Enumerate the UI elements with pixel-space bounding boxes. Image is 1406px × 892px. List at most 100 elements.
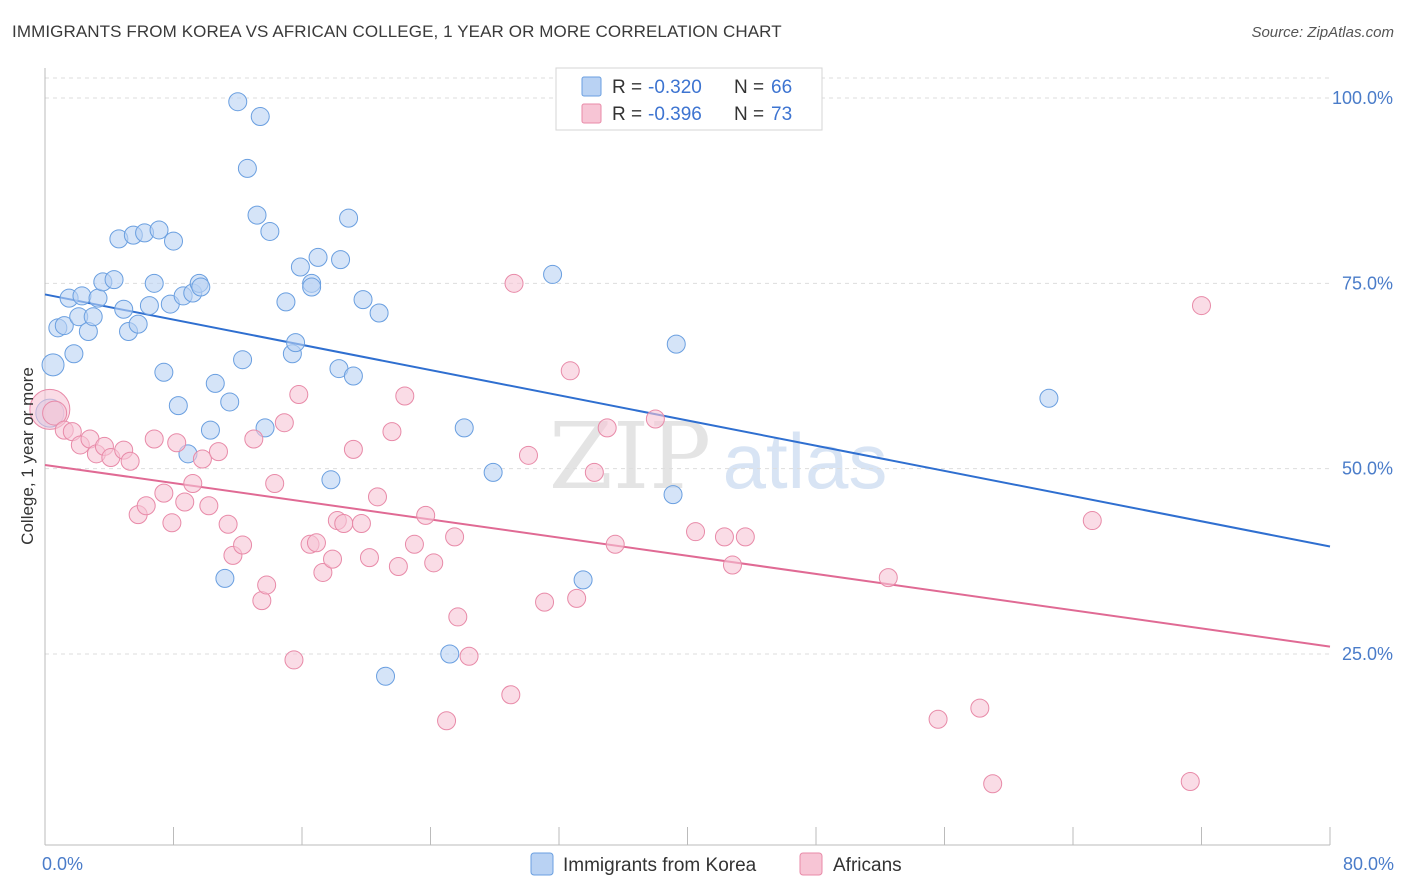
korea-point — [220, 392, 240, 412]
legend-r-label-africans: R = — [612, 104, 642, 125]
korea-point — [376, 666, 396, 686]
africans-point — [154, 483, 174, 503]
africans-point — [459, 646, 479, 666]
korea-point — [215, 568, 235, 588]
africans-point — [144, 429, 164, 449]
africans-point — [424, 553, 444, 573]
korea-point — [440, 644, 460, 664]
data-points — [29, 92, 1211, 794]
korea-point — [164, 231, 183, 251]
africans-point — [343, 439, 363, 459]
korea-point — [149, 220, 169, 240]
series-legend-swatch-africans — [799, 852, 823, 876]
africans-point — [567, 588, 587, 608]
korea-point — [343, 366, 363, 386]
africans-point — [359, 548, 379, 568]
africans-point — [313, 562, 333, 582]
legend-r-value-africans: -0.396 — [648, 104, 702, 125]
africans-point — [714, 527, 734, 547]
africans-point — [584, 462, 604, 482]
africans-point — [284, 650, 304, 670]
legend-swatch-africans — [581, 103, 602, 124]
africans-point — [233, 535, 253, 555]
legend-n-label-korea: N = — [734, 77, 764, 98]
africans-point — [367, 487, 387, 507]
korea-point — [233, 350, 253, 370]
x-tick-label-min: 0.0% — [42, 854, 83, 874]
africans-point — [218, 514, 238, 534]
korea-point — [88, 288, 108, 308]
korea-point — [144, 273, 164, 293]
legend-n-value-africans: 73 — [771, 104, 792, 125]
africans-point — [274, 413, 294, 433]
africans-point — [162, 513, 182, 533]
axes: 25.0% 50.0% 75.0% 100.0% — [44, 68, 1393, 846]
chart-source: Source: ZipAtlas.com — [1251, 24, 1394, 41]
africans-point — [404, 534, 424, 554]
korea-point — [260, 221, 280, 241]
africans-point — [334, 514, 354, 534]
korea-point — [228, 92, 248, 112]
africans-point — [416, 505, 436, 525]
africans-point — [42, 400, 68, 426]
stats-legend: R = -0.320 N = 66 R = -0.396 N = 73 — [555, 67, 823, 131]
africans-point — [970, 698, 990, 718]
korea-point — [154, 362, 174, 382]
africans-point — [1180, 772, 1200, 792]
korea-point — [666, 334, 686, 354]
africans-point — [244, 429, 264, 449]
africans-point — [323, 549, 343, 569]
series-legend: Immigrants from Korea Africans — [530, 852, 902, 876]
korea-point — [72, 286, 92, 306]
x-tick-label-max: 80.0% — [1343, 854, 1394, 874]
africans-point — [605, 534, 625, 554]
africans-point — [120, 451, 140, 471]
korea-point — [483, 462, 503, 482]
korea-point — [200, 420, 220, 440]
africans-point — [448, 607, 468, 627]
korea-point — [369, 303, 389, 323]
legend-swatch-korea — [581, 76, 602, 97]
korea-point — [205, 373, 225, 393]
korea-point — [168, 396, 188, 416]
korea-point — [302, 277, 322, 297]
africans-point — [388, 557, 408, 577]
y-tick-label: 100.0% — [1332, 88, 1393, 108]
africans-point — [983, 774, 1003, 794]
korea-point — [308, 247, 328, 267]
africans-point — [1192, 296, 1211, 316]
africans-point — [351, 514, 371, 534]
series-legend-label-africans: Africans — [833, 855, 902, 876]
africans-point — [265, 473, 285, 493]
africans-point — [192, 449, 212, 469]
y-tick-label: 75.0% — [1342, 273, 1393, 293]
korea-point — [41, 353, 65, 377]
korea-point — [54, 316, 74, 336]
korea-point — [663, 485, 683, 505]
korea-point — [128, 314, 148, 334]
africans-point — [257, 575, 277, 595]
africans-point — [518, 445, 538, 465]
korea-point — [64, 344, 84, 364]
trend-lines — [44, 293, 1331, 648]
africans-point — [167, 433, 187, 453]
legend-n-label-africans: N = — [734, 104, 764, 125]
korea-point — [191, 277, 211, 297]
trend-line-1 — [44, 463, 1331, 648]
africans-point — [306, 533, 326, 553]
y-axis-label: College, 1 year or more — [18, 367, 37, 545]
korea-point — [321, 470, 341, 490]
korea-point — [543, 264, 563, 284]
korea-point — [83, 307, 103, 327]
legend-r-value-korea: -0.320 — [648, 77, 702, 98]
africans-point — [208, 442, 228, 462]
africans-point — [136, 496, 156, 516]
africans-point — [645, 409, 665, 429]
africans-point — [735, 527, 755, 547]
series-legend-label-korea: Immigrants from Korea — [563, 855, 757, 876]
korea-point — [237, 158, 257, 178]
africans-point — [183, 473, 203, 493]
africans-point — [504, 273, 524, 293]
africans-point — [289, 385, 309, 405]
